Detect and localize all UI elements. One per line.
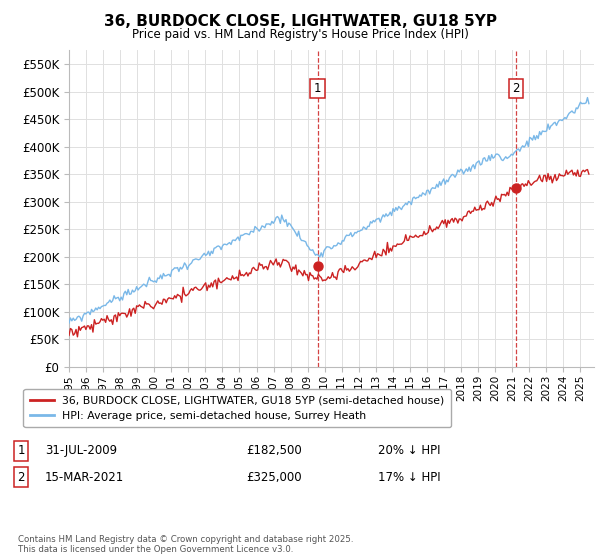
Text: 31-JUL-2009: 31-JUL-2009 — [45, 444, 117, 458]
Text: 15-MAR-2021: 15-MAR-2021 — [45, 470, 124, 484]
Text: 1: 1 — [314, 82, 321, 95]
Legend: 36, BURDOCK CLOSE, LIGHTWATER, GU18 5YP (semi-detached house), HPI: Average pric: 36, BURDOCK CLOSE, LIGHTWATER, GU18 5YP … — [23, 389, 451, 427]
Text: Contains HM Land Registry data © Crown copyright and database right 2025.
This d: Contains HM Land Registry data © Crown c… — [18, 535, 353, 554]
Text: 1: 1 — [17, 444, 25, 458]
Text: Price paid vs. HM Land Registry's House Price Index (HPI): Price paid vs. HM Land Registry's House … — [131, 28, 469, 41]
Text: £325,000: £325,000 — [246, 470, 302, 484]
Text: 2: 2 — [17, 470, 25, 484]
Text: 20% ↓ HPI: 20% ↓ HPI — [378, 444, 440, 458]
Text: £182,500: £182,500 — [246, 444, 302, 458]
Text: 36, BURDOCK CLOSE, LIGHTWATER, GU18 5YP: 36, BURDOCK CLOSE, LIGHTWATER, GU18 5YP — [104, 14, 497, 29]
Text: 2: 2 — [512, 82, 520, 95]
Text: 17% ↓ HPI: 17% ↓ HPI — [378, 470, 440, 484]
